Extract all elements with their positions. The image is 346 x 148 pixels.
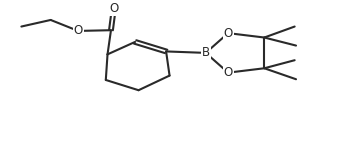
Text: O: O — [74, 24, 83, 37]
Text: B: B — [202, 46, 210, 59]
Text: O: O — [109, 3, 118, 16]
Text: O: O — [224, 27, 233, 40]
Text: O: O — [224, 66, 233, 79]
